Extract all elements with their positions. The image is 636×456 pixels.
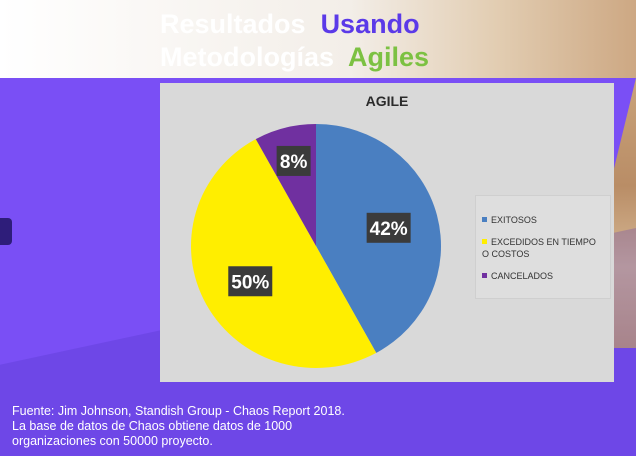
data-label-text-excedidos: 50% bbox=[231, 272, 269, 293]
data-label-excedidos: 50% bbox=[228, 266, 273, 297]
title-word-usando: Usando bbox=[320, 9, 420, 39]
data-label-box-excedidos bbox=[228, 266, 273, 297]
pie-slice-excedidos bbox=[191, 139, 377, 368]
title-word-agiles: Agiles bbox=[348, 42, 430, 72]
header-photo-strip bbox=[0, 0, 636, 78]
footer-line-2: La base de datos de Chaos obtiene datos … bbox=[12, 419, 293, 433]
legend-label-excedidos: EXCEDIDOS EN TIEMPO O COSTOS bbox=[482, 237, 596, 259]
footer-line-1: Fuente: Jim Johnson, Standish Group - Ch… bbox=[12, 404, 345, 418]
data-label-box-cancelados bbox=[276, 145, 311, 176]
slide-title: Resultados Usando Metodologías Agiles bbox=[160, 8, 429, 74]
legend-item-excedidos: EXCEDIDOS EN TIEMPO O COSTOS bbox=[482, 236, 604, 260]
data-label-text-exitosos: 42% bbox=[370, 219, 408, 240]
title-word-resultados: Resultados bbox=[160, 9, 306, 39]
source-footer: Fuente: Jim Johnson, Standish Group - Ch… bbox=[12, 404, 432, 449]
legend-swatch-exitosos bbox=[482, 217, 487, 222]
data-label-box-exitosos bbox=[366, 212, 411, 243]
side-nav-tab[interactable] bbox=[0, 218, 12, 245]
pie-chart: 42% 50% 8% bbox=[191, 124, 442, 368]
data-label-exitosos: 42% bbox=[366, 212, 411, 243]
chart-legend: EXITOSOS EXCEDIDOS EN TIEMPO O COSTOS CA… bbox=[475, 195, 611, 299]
legend-label-exitosos: EXITOSOS bbox=[491, 215, 537, 225]
legend-item-cancelados: CANCELADOS bbox=[482, 270, 604, 282]
legend-item-exitosos: EXITOSOS bbox=[482, 214, 604, 226]
chart-title: AGILE bbox=[365, 93, 409, 109]
data-label-cancelados: 8% bbox=[276, 145, 311, 176]
footer-line-3: organizaciones con 50000 proyecto. bbox=[12, 434, 213, 448]
legend-swatch-cancelados bbox=[482, 273, 487, 278]
title-word-metodologias: Metodologías bbox=[160, 42, 334, 72]
legend-label-cancelados: CANCELADOS bbox=[491, 271, 554, 281]
legend-swatch-excedidos bbox=[482, 239, 487, 244]
data-label-text-cancelados: 8% bbox=[280, 152, 308, 173]
chart-area: AGILE 42% 50% 8% EXITOSOS EXCEDIDOS EN TIE… bbox=[160, 83, 614, 382]
